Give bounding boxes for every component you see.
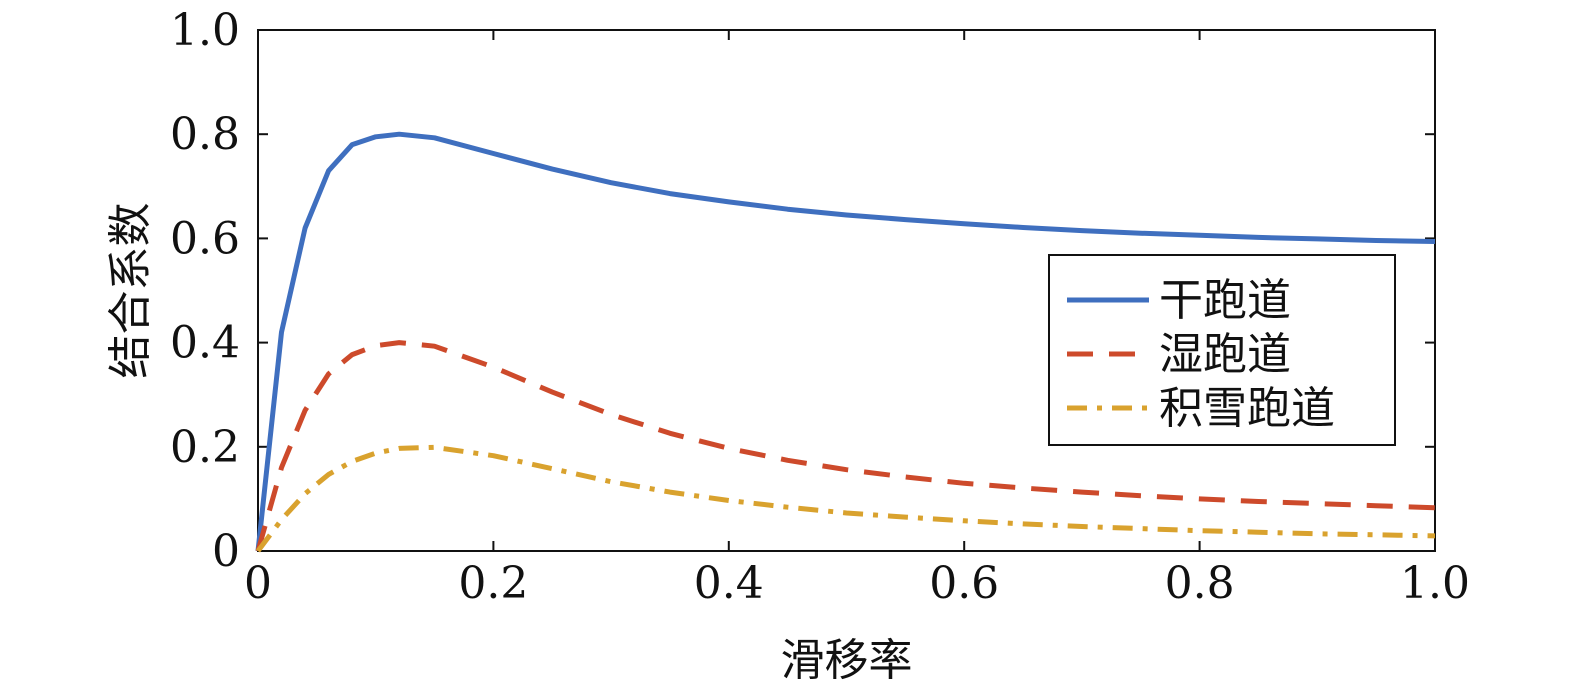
y-tick-label: 0.6 [170, 213, 240, 264]
y-tick-label: 1.0 [170, 5, 240, 56]
legend-label: 积雪跑道 [1159, 383, 1335, 434]
plot-frame [257, 29, 1436, 552]
legend-label: 湿跑道 [1159, 329, 1291, 380]
legend-label: 干跑道 [1159, 275, 1291, 326]
series-line-1 [255, 131, 1436, 552]
y-tick-label: 0.2 [170, 422, 240, 473]
plot-area [257, 29, 1436, 552]
x-tick-label: 0 [244, 558, 272, 609]
y-axis-label: 结合系数 [105, 203, 156, 379]
x-axis-label: 滑移率 [781, 635, 913, 686]
y-tick-label: 0.8 [170, 109, 240, 160]
x-tick-label: 0.4 [694, 558, 764, 609]
axis-labels: 0 0.2 0.4 0.6 0.8 1.0 0 0.2 0.4 0.6 0.8 1.0 滑移率 结合系数 [105, 5, 1470, 686]
x-tick-label: 1.0 [1400, 558, 1470, 609]
y-tick-label: 0 [212, 526, 240, 577]
x-tick-label: 0.8 [1165, 558, 1235, 609]
x-tick-label: 0.2 [458, 558, 528, 609]
legend-box [1048, 254, 1396, 446]
series-layer [255, 131, 1436, 553]
x-tick-label: 0.6 [929, 558, 999, 609]
series-line-2 [255, 340, 1436, 552]
y-tick-label: 0.4 [170, 318, 240, 369]
